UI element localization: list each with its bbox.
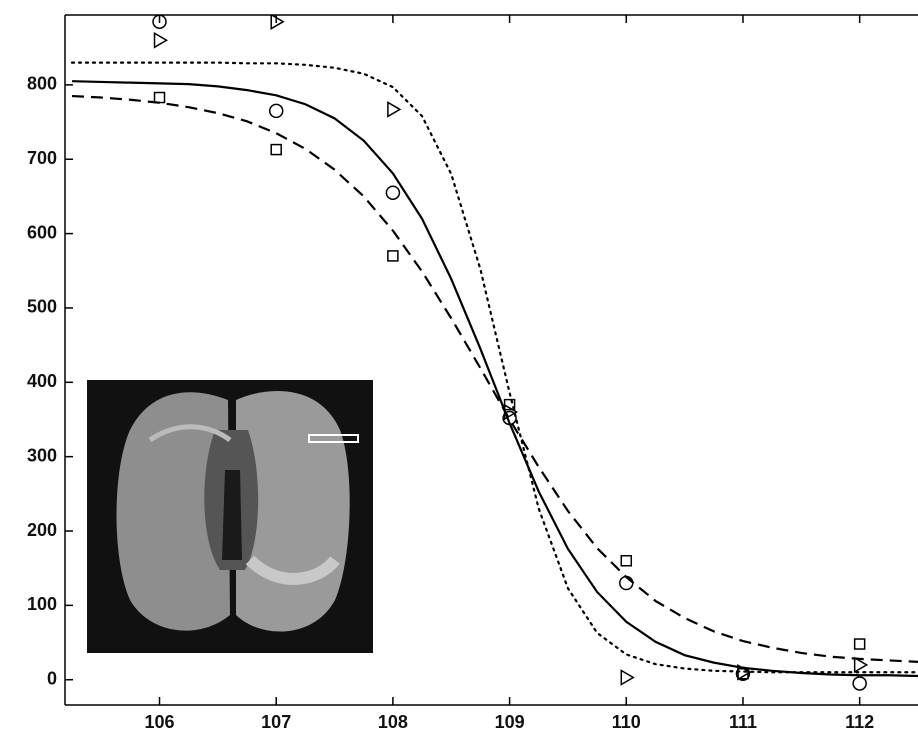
circle-marker: [385, 185, 401, 200]
curve: [71, 80, 918, 678]
axes-frame: [64, 14, 918, 706]
triangle-marker: [737, 663, 752, 681]
y-tick-label: 0: [47, 668, 57, 688]
y-tick-label: 800: [27, 74, 57, 94]
curve: [70, 61, 918, 674]
circle-marker: [619, 575, 634, 591]
y-tick-label: 600: [27, 222, 57, 242]
y-tick-label: 100: [27, 594, 57, 614]
square-marker: [620, 555, 633, 567]
x-tick-label: 110: [612, 712, 641, 730]
circle-marker: [735, 666, 751, 682]
square-marker: [387, 250, 399, 262]
circle-marker: [852, 676, 867, 691]
triangle-marker: [853, 656, 869, 674]
curve: [71, 94, 918, 663]
circle-marker: [268, 103, 284, 119]
y-tick-label: 300: [27, 445, 57, 465]
x-tick-label: 108: [378, 712, 408, 730]
triangle-marker: [270, 15, 285, 30]
x-tick-label: 109: [495, 712, 525, 730]
y-tick-label: 500: [27, 297, 57, 317]
square-marker: [853, 638, 866, 650]
x-tick-label: 111: [729, 712, 757, 730]
x-tick-label: 106: [144, 712, 174, 730]
triangle-marker: [387, 101, 402, 118]
square-marker: [270, 143, 282, 156]
plot-area: [70, 15, 918, 691]
x-tick-label: 112: [845, 712, 874, 730]
triangle-marker: [503, 403, 519, 421]
square-marker: [153, 91, 166, 104]
inset-image: [87, 380, 373, 653]
y-tick-label: 700: [27, 148, 57, 168]
x-tick-label: 107: [261, 712, 291, 730]
y-tick-label: 200: [27, 520, 57, 540]
circle-marker: [502, 410, 517, 426]
triangle-marker: [153, 31, 169, 49]
triangle-marker: [620, 669, 635, 686]
y-tick-label: 400: [27, 371, 57, 391]
